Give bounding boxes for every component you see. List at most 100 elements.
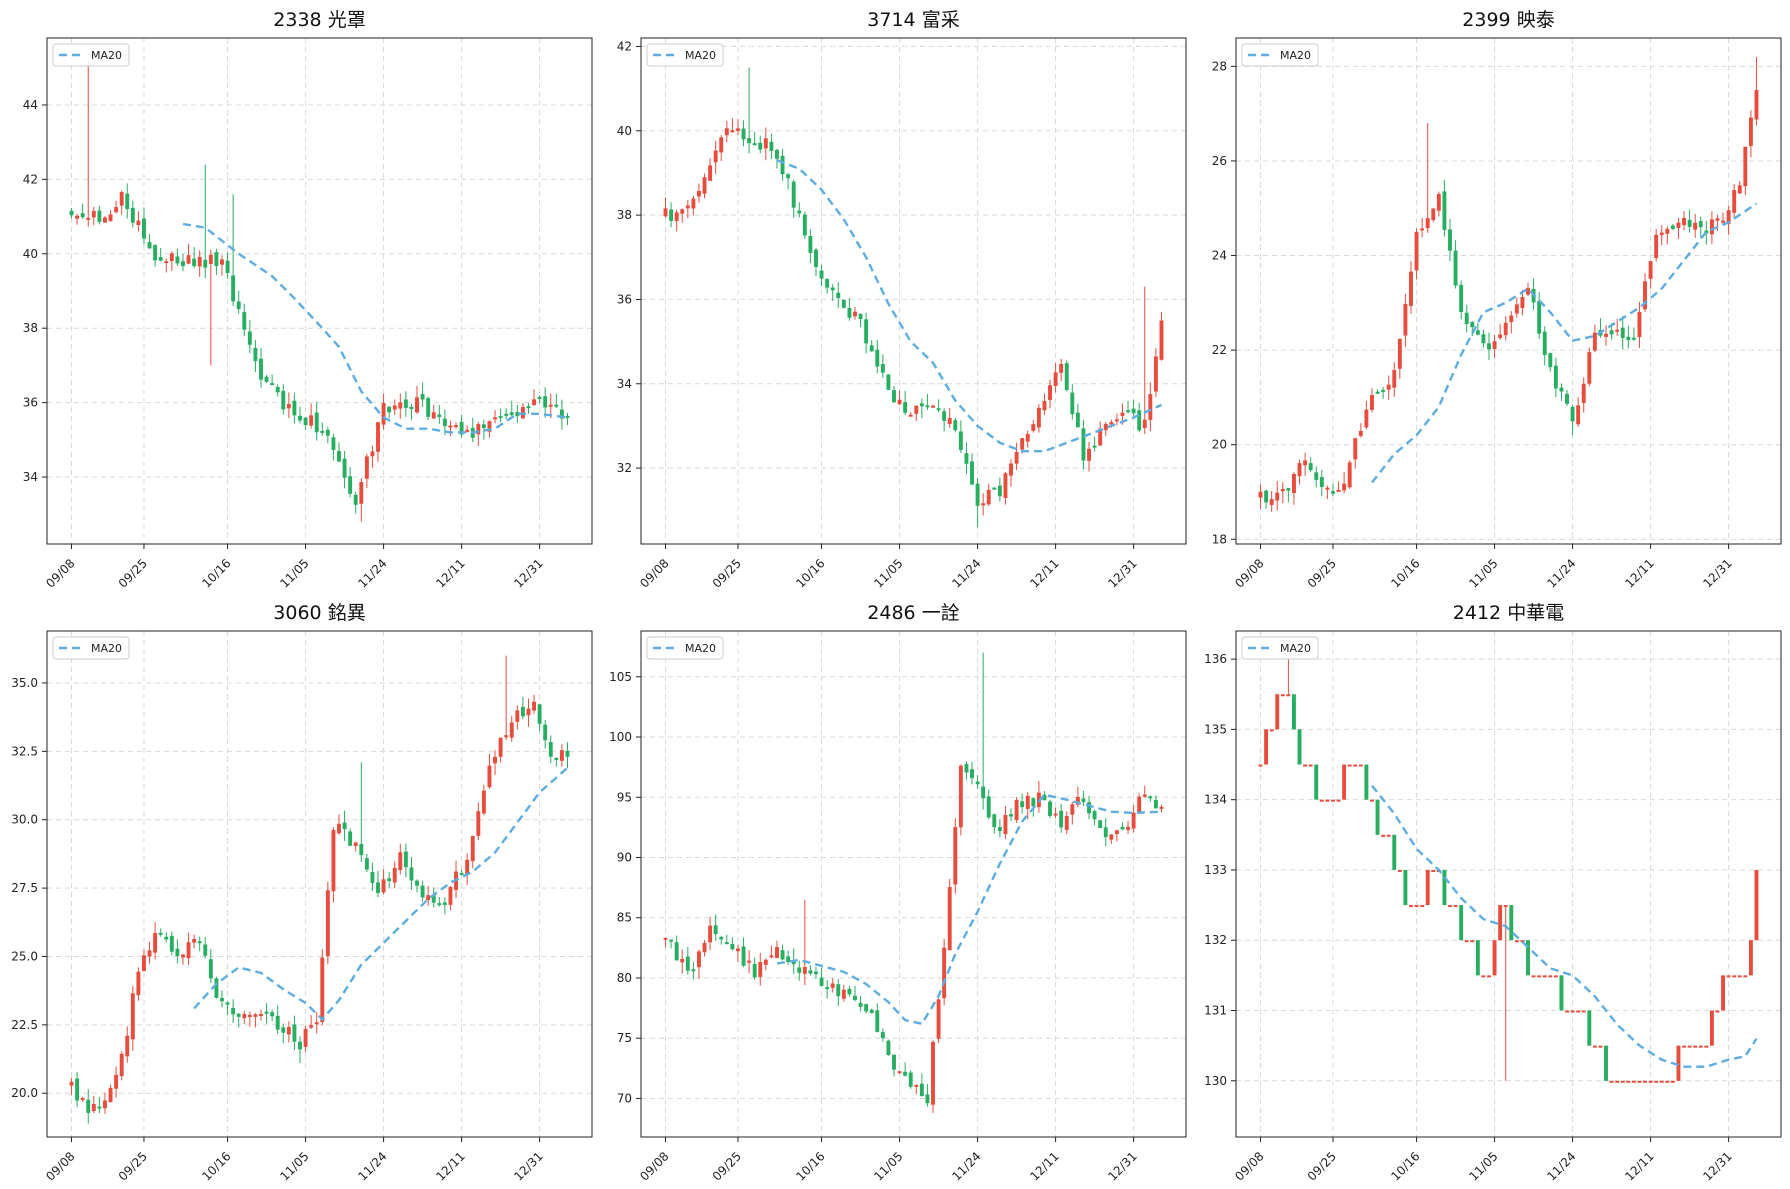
candle-body — [403, 399, 408, 408]
candle-body — [758, 962, 763, 977]
candle-body — [1153, 799, 1158, 809]
candle-body — [1314, 764, 1319, 800]
candle-body — [520, 706, 525, 717]
candle-body — [1081, 798, 1086, 802]
candle-body — [125, 193, 130, 210]
y-tick-label: 38 — [23, 321, 38, 335]
candle-body — [448, 425, 453, 428]
candle-body — [314, 412, 319, 433]
candle-body — [175, 948, 180, 957]
candle-body — [481, 424, 486, 429]
candle-body — [1581, 1010, 1586, 1013]
candle-body — [724, 942, 729, 945]
candle-body — [75, 215, 80, 219]
legend-label: MA20 — [91, 49, 122, 62]
candle-body — [130, 993, 135, 1040]
y-tick-label: 36 — [617, 292, 632, 306]
y-tick-label: 134 — [1204, 793, 1227, 807]
candle-body — [247, 1014, 252, 1017]
candle-body — [1137, 796, 1142, 812]
candle-body — [1375, 799, 1380, 835]
x-tick-label: 09/08 — [637, 1149, 671, 1183]
candle-body — [1370, 395, 1374, 410]
candle-body — [281, 390, 286, 410]
chart-title: 2399 映泰 — [1462, 9, 1554, 31]
candle-body — [942, 947, 947, 999]
x-tick-label: 11/05 — [277, 556, 311, 590]
candle-body — [1275, 694, 1280, 730]
candle-body — [752, 143, 757, 146]
candle-body — [947, 887, 952, 951]
candle-body — [864, 1004, 869, 1012]
candle-body — [1331, 799, 1335, 802]
legend: MA20 — [646, 43, 724, 67]
candle-body — [487, 765, 492, 788]
candle-body — [786, 956, 791, 962]
candle-body — [847, 988, 852, 995]
candle-body — [908, 1072, 913, 1087]
candle-body — [197, 941, 202, 944]
candle-body — [370, 872, 375, 883]
candle-body — [836, 984, 841, 997]
candle-body — [298, 1041, 302, 1050]
candle-body — [286, 404, 291, 409]
candle-body — [493, 417, 497, 420]
candle-body — [208, 254, 213, 264]
x-tick-label: 10/16 — [793, 1149, 827, 1183]
candle-body — [763, 959, 768, 965]
x-tick-label: 12/11 — [1622, 556, 1656, 590]
candle-body — [975, 483, 980, 506]
candle-body — [253, 347, 258, 362]
candle-body — [91, 210, 96, 218]
x-tick-label: 12/31 — [1700, 556, 1734, 590]
candle-body — [953, 420, 958, 431]
candle-body — [992, 814, 997, 828]
x-tick-label: 09/08 — [637, 556, 671, 590]
candle-body — [181, 954, 185, 958]
candle-body — [69, 210, 74, 216]
candle-body — [1126, 826, 1130, 830]
candle-body — [1553, 975, 1558, 978]
candle-body — [1392, 834, 1397, 870]
x-tick-label: 09/25 — [116, 556, 150, 590]
candle-body — [236, 301, 241, 310]
candle-body — [674, 212, 679, 221]
candle-body — [147, 950, 152, 957]
y-tick-label: 34 — [23, 470, 38, 484]
candle-body — [186, 942, 191, 959]
plot-frame — [640, 37, 1187, 545]
candle-body — [997, 827, 1002, 832]
candle-body — [1526, 288, 1530, 295]
candle-body — [515, 710, 520, 722]
candle-body — [487, 421, 492, 432]
y-tick-label: 32.5 — [11, 744, 38, 758]
x-tick-label: 12/11 — [1622, 1149, 1656, 1183]
candle-body — [1620, 1080, 1625, 1083]
candle-body — [259, 358, 263, 380]
candle-body — [1598, 1045, 1603, 1048]
candle-body — [1520, 296, 1525, 309]
candle-body — [869, 345, 874, 352]
x-tick-label: 09/25 — [116, 1149, 150, 1183]
candle-body — [1070, 392, 1075, 415]
candle-body — [259, 1013, 263, 1016]
plot-frame — [1235, 630, 1782, 1138]
candle-body — [509, 722, 514, 738]
candle-body — [114, 207, 119, 213]
plot-frame — [1235, 37, 1782, 545]
y-tick-label: 136 — [1204, 652, 1227, 666]
candle-body — [532, 701, 536, 711]
candle-body — [1098, 428, 1103, 446]
candle-body — [1114, 419, 1119, 422]
candle-body — [1548, 975, 1553, 978]
candle-body — [1414, 905, 1419, 908]
candle-body — [325, 429, 330, 436]
candle-body — [1308, 463, 1313, 471]
candle-body — [825, 278, 830, 288]
candle-body — [919, 1083, 924, 1097]
x-tick-label: 09/25 — [1305, 556, 1339, 590]
candle-body — [1587, 352, 1592, 384]
candle-body — [337, 823, 341, 834]
candle-body — [1481, 975, 1486, 978]
candle-body — [426, 895, 431, 901]
